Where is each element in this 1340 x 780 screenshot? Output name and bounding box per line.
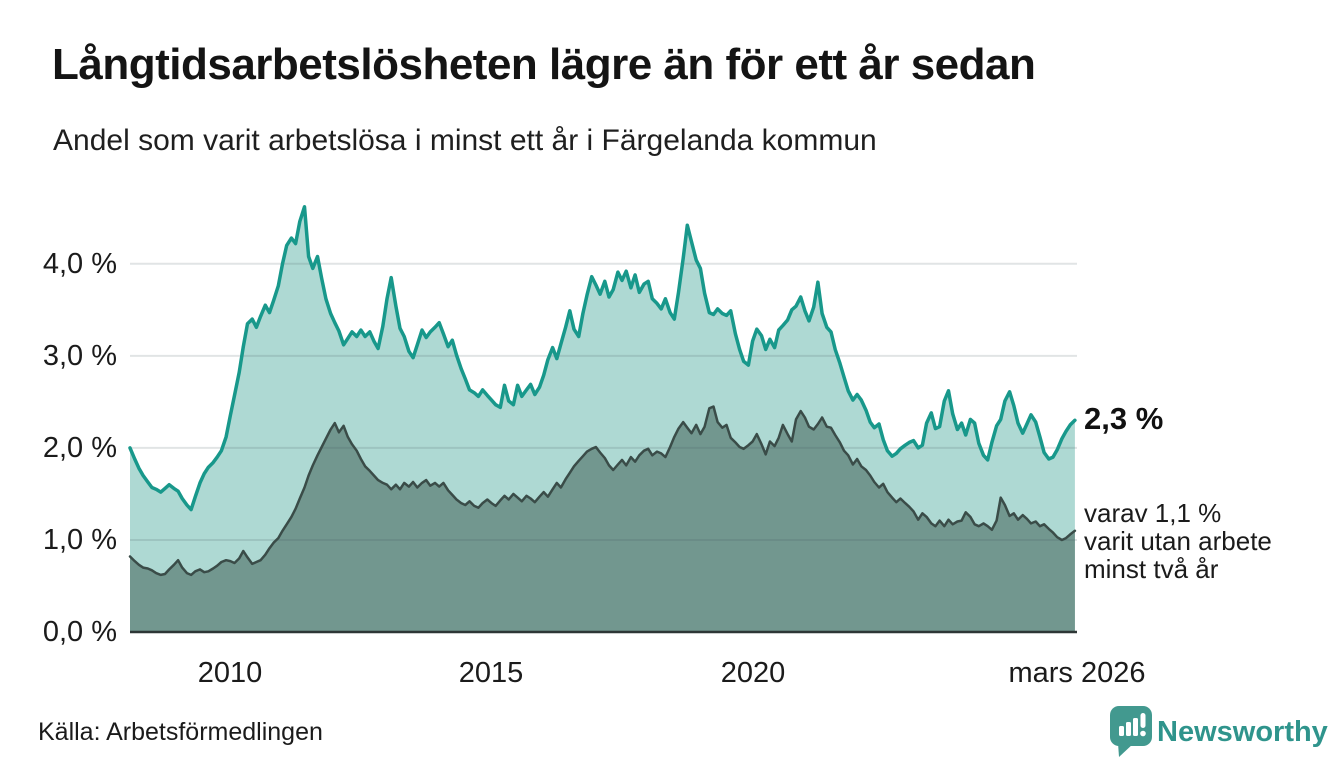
area-arbetslosa-minst-tva-ar: [130, 406, 1075, 632]
chart-subtitle: Andel som varit arbetslösa i minst ett å…: [53, 124, 877, 157]
two-year-annotation: varav 1,1 % varit utan arbete minst två …: [1084, 498, 1272, 584]
latest-value-label: 2,3 %: [1084, 401, 1164, 436]
newsworthy-bar-chart-icon: [1110, 706, 1152, 757]
y-axis-tick: 4,0 %: [42, 247, 117, 280]
y-axis-tick: 1,0 %: [42, 523, 117, 556]
x-axis-tick: 2015: [458, 657, 524, 689]
y-axis-tick: 2,0 %: [42, 431, 117, 464]
x-axis-tick: mars 2026: [1008, 657, 1146, 689]
source-note: Källa: Arbetsförmedlingen: [38, 718, 323, 746]
newsworthy-wordmark: Newsworthy: [1157, 716, 1328, 748]
line-arbetslosa-minst-ett-ar: [128, 205, 1077, 512]
chart-title: Långtidsarbetslösheten lägre än för ett …: [52, 40, 1036, 89]
line-arbetslosa-minst-tva-ar: [128, 405, 1077, 577]
x-axis-tick: 2010: [197, 657, 263, 689]
y-axis-tick: 3,0 %: [42, 339, 117, 372]
x-axis-tick: 2020: [720, 657, 786, 689]
y-axis-tick: 0,0 %: [42, 616, 117, 648]
